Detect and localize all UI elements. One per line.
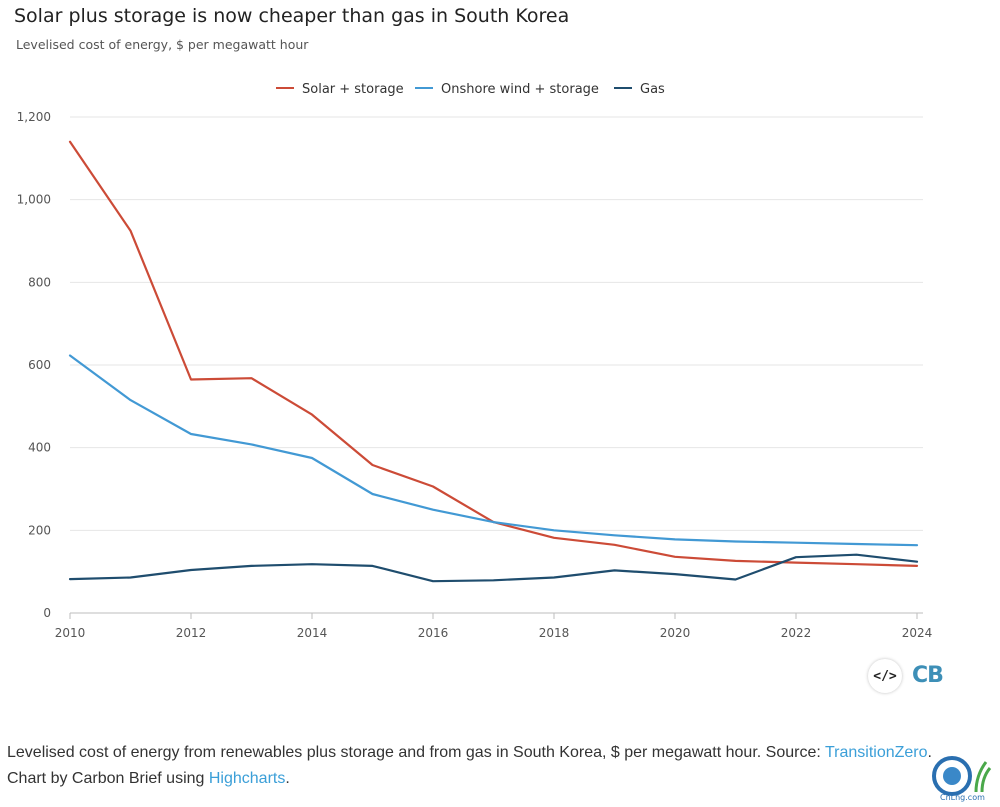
caption-line2-end: .	[285, 770, 290, 787]
legend-label-0: Solar + storage	[302, 82, 404, 97]
highcharts-link[interactable]: Highcharts	[208, 770, 286, 787]
caption-text: Levelised cost of energy from renewables…	[7, 744, 825, 761]
x-tick-label: 2024	[902, 626, 933, 640]
y-tick-label: 800	[28, 275, 51, 289]
x-axis: 2010 2012 2014 2016 2018 2020 2022 2024	[55, 613, 933, 640]
x-tick-label: 2010	[55, 626, 86, 640]
embed-code-button[interactable]: </>	[868, 659, 902, 693]
x-tick-label: 2020	[660, 626, 691, 640]
line-chart: Solar + storage Onshore wind + storage Gas…	[17, 82, 933, 640]
chart-subtitle: Levelised cost of energy, $ per megawatt…	[16, 37, 309, 52]
y-tick-label: 1,200	[17, 110, 51, 124]
carbon-brief-logo: CB	[912, 663, 944, 688]
x-tick-label: 2016	[418, 626, 449, 640]
series-line-2	[68, 553, 919, 583]
chart-legend: Solar + storage Onshore wind + storage Gas	[276, 82, 665, 97]
chart-caption: Levelised cost of energy from renewables…	[7, 740, 997, 792]
legend-label-1: Onshore wind + storage	[441, 82, 599, 97]
chart-title: Solar plus storage is now cheaper than g…	[14, 5, 570, 27]
x-tick-label: 2018	[539, 626, 570, 640]
y-tick-label: 400	[28, 441, 51, 455]
chart-series	[68, 140, 919, 583]
y-axis: 0 200 400 600 800 1,000 1,200	[17, 110, 51, 620]
series-line-1	[68, 354, 919, 547]
chart-gridlines	[70, 116, 923, 614]
series-line-0	[68, 140, 919, 567]
legend-label-2: Gas	[640, 82, 665, 97]
y-tick-label: 1,000	[17, 193, 51, 207]
watermark-text: CnLng.com	[940, 793, 985, 802]
y-tick-label: 600	[28, 358, 51, 372]
caption-period: .	[927, 744, 932, 761]
x-tick-label: 2014	[297, 626, 328, 640]
x-tick-label: 2012	[176, 626, 207, 640]
caption-line2: Chart by Carbon Brief using	[7, 770, 209, 787]
x-tick-label: 2022	[781, 626, 812, 640]
y-tick-label: 200	[28, 523, 51, 537]
source-link[interactable]: TransitionZero	[824, 744, 928, 761]
cnlng-watermark-icon: CnLng.com	[932, 756, 992, 802]
y-tick-label: 0	[43, 606, 51, 620]
